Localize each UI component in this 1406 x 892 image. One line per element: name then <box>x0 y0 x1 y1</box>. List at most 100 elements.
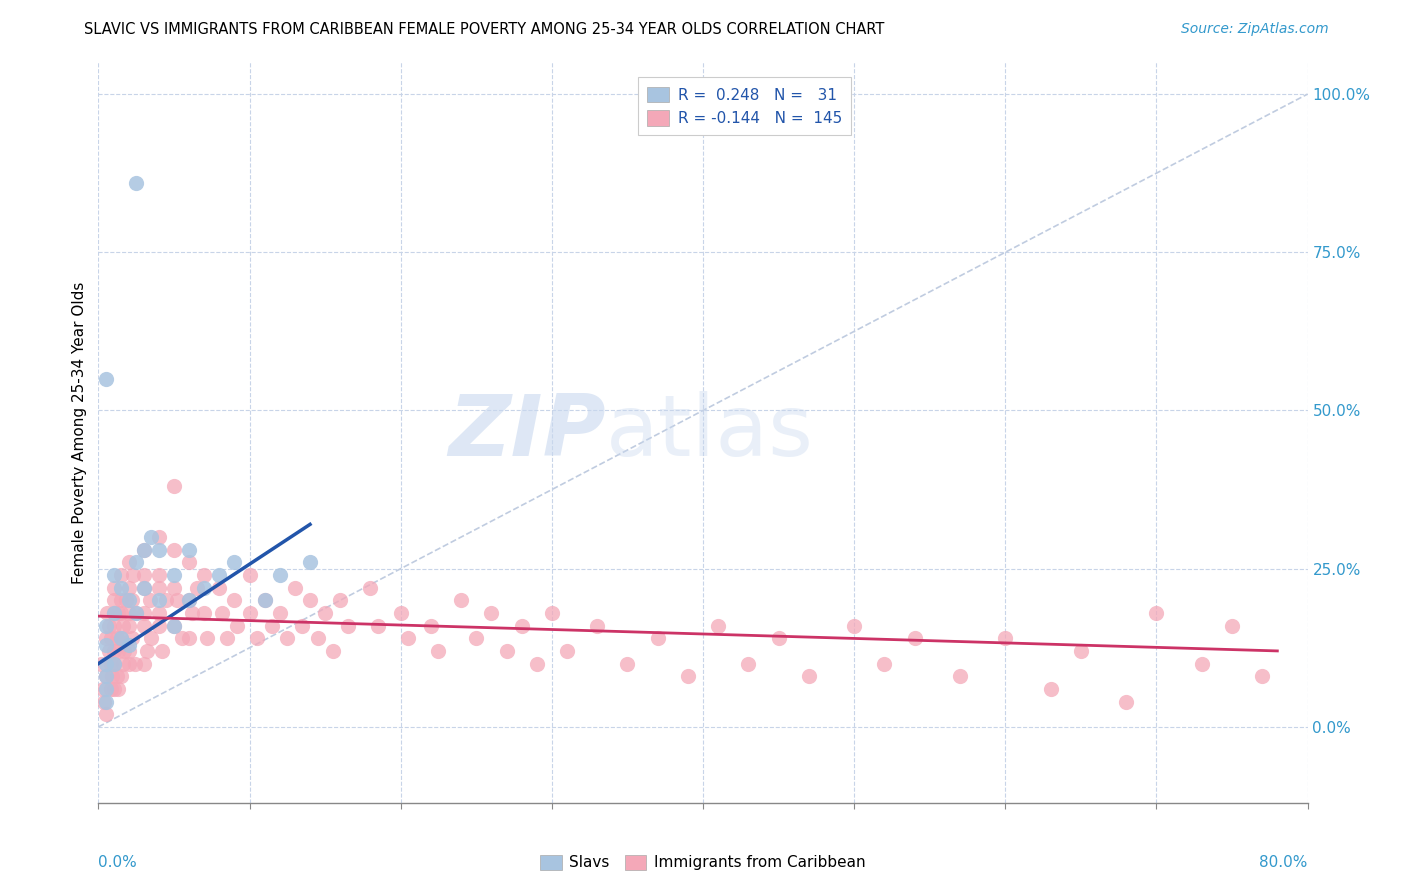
Point <box>124 657 146 671</box>
Point <box>224 593 246 607</box>
Point <box>101 669 124 683</box>
Point <box>94 669 117 683</box>
Point <box>118 593 141 607</box>
Point <box>91 681 114 696</box>
Point <box>269 606 291 620</box>
Point <box>215 632 238 646</box>
Point <box>103 644 125 658</box>
Point <box>148 542 170 557</box>
Text: SLAVIC VS IMMIGRANTS FROM CARIBBEAN FEMALE POVERTY AMONG 25-34 YEAR OLDS CORRELA: SLAVIC VS IMMIGRANTS FROM CARIBBEAN FEMA… <box>84 22 884 37</box>
Point <box>94 618 117 632</box>
Point <box>195 632 218 646</box>
Point <box>148 530 170 544</box>
Point <box>132 606 155 620</box>
Point <box>269 568 291 582</box>
Text: Source: ZipAtlas.com: Source: ZipAtlas.com <box>1181 22 1329 37</box>
Point <box>179 593 201 607</box>
Point <box>481 606 503 620</box>
Point <box>1144 606 1167 620</box>
Point <box>163 618 186 632</box>
Point <box>94 657 117 671</box>
Text: ZIP: ZIP <box>449 391 606 475</box>
Point <box>179 542 201 557</box>
Point <box>94 372 117 386</box>
Point <box>110 632 132 646</box>
Point <box>100 632 122 646</box>
Point <box>114 593 136 607</box>
Point <box>1070 644 1092 658</box>
Point <box>103 606 125 620</box>
Point <box>1115 694 1137 708</box>
Text: 0.0%: 0.0% <box>98 855 138 870</box>
Point <box>873 657 896 671</box>
Point <box>224 555 246 569</box>
Point <box>239 568 262 582</box>
Point <box>118 606 141 620</box>
Point <box>122 568 145 582</box>
Point <box>797 669 820 683</box>
Point <box>994 632 1017 646</box>
Legend: Slavs, Immigrants from Caribbean: Slavs, Immigrants from Caribbean <box>534 848 872 877</box>
Point <box>121 632 143 646</box>
Point <box>1220 618 1243 632</box>
Point <box>103 657 125 671</box>
Point <box>141 632 163 646</box>
Point <box>94 681 117 696</box>
Point <box>105 669 128 683</box>
Point <box>103 593 125 607</box>
Point <box>676 669 699 683</box>
Point <box>616 657 638 671</box>
Point <box>94 707 117 722</box>
Point <box>118 657 141 671</box>
Point <box>110 669 132 683</box>
Point <box>904 632 927 646</box>
Point <box>110 606 132 620</box>
Point <box>367 618 389 632</box>
Point <box>111 618 134 632</box>
Point <box>647 632 669 646</box>
Point <box>111 657 134 671</box>
Point <box>360 581 382 595</box>
Point <box>322 644 344 658</box>
Point <box>107 606 129 620</box>
Point <box>1251 669 1274 683</box>
Point <box>94 638 117 652</box>
Point <box>132 581 155 595</box>
Point <box>118 638 141 652</box>
Point <box>148 593 170 607</box>
Point <box>495 644 517 658</box>
Point <box>94 669 117 683</box>
Point <box>118 644 141 658</box>
Point <box>163 568 186 582</box>
Point <box>193 581 215 595</box>
Point <box>949 669 972 683</box>
Point <box>103 618 125 632</box>
Point <box>555 644 578 658</box>
Point <box>246 632 269 646</box>
Point <box>193 568 215 582</box>
Point <box>103 606 125 620</box>
Point <box>93 694 115 708</box>
Point <box>94 632 117 646</box>
Point <box>211 606 233 620</box>
Point <box>110 568 132 582</box>
Point <box>103 681 125 696</box>
Point <box>510 618 533 632</box>
Point <box>586 618 609 632</box>
Point <box>98 618 121 632</box>
Point <box>389 606 412 620</box>
Point <box>103 657 125 671</box>
Point <box>132 657 155 671</box>
Point <box>166 593 188 607</box>
Point <box>179 632 201 646</box>
Point <box>208 568 231 582</box>
Point <box>125 606 148 620</box>
Point <box>103 568 125 582</box>
Point <box>427 644 450 658</box>
Point <box>1039 681 1062 696</box>
Point <box>148 581 170 595</box>
Point <box>118 581 141 595</box>
Point <box>105 632 128 646</box>
Point <box>299 593 322 607</box>
Point <box>1191 657 1213 671</box>
